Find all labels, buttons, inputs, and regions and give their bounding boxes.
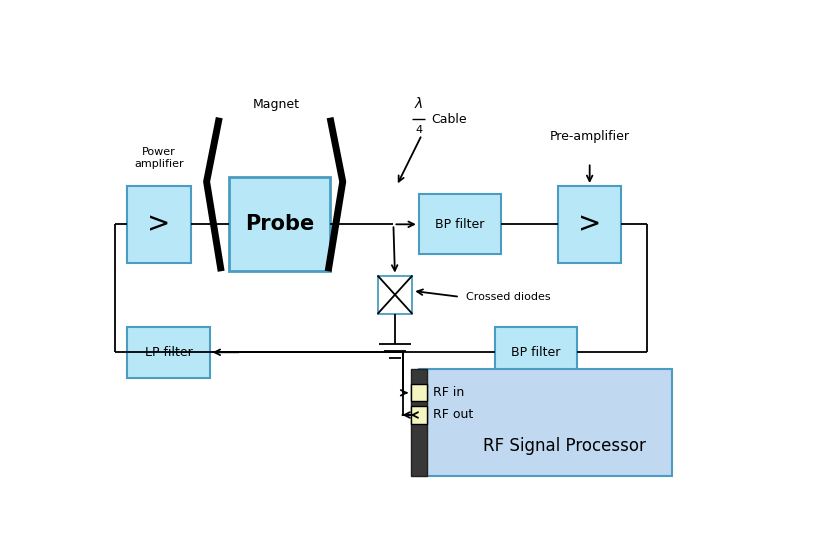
Text: >: > — [147, 211, 171, 238]
Text: RF Signal Processor: RF Signal Processor — [483, 437, 645, 455]
Bar — [127, 186, 190, 263]
Bar — [127, 327, 210, 378]
Bar — [377, 275, 413, 314]
Bar — [411, 370, 427, 476]
Text: RF in: RF in — [433, 386, 465, 399]
Text: Power
amplifier: Power amplifier — [134, 147, 184, 169]
Text: Cable: Cable — [431, 114, 467, 126]
Text: BP filter: BP filter — [435, 218, 484, 231]
Text: RF out: RF out — [433, 408, 474, 422]
Bar — [494, 327, 577, 378]
Bar — [418, 370, 672, 476]
Text: LP filter: LP filter — [145, 346, 193, 359]
Bar — [411, 384, 427, 401]
Bar — [411, 407, 427, 423]
Text: Pre-amplifier: Pre-amplifier — [550, 130, 630, 143]
Text: λ: λ — [414, 98, 423, 111]
Text: >: > — [578, 211, 601, 238]
Bar — [229, 177, 330, 271]
Text: Crossed diodes: Crossed diodes — [467, 292, 551, 302]
Text: BP filter: BP filter — [511, 346, 560, 359]
Text: 4: 4 — [415, 125, 422, 135]
Bar — [418, 194, 501, 254]
Text: Probe: Probe — [245, 214, 314, 234]
Bar — [558, 186, 621, 263]
Text: Magnet: Magnet — [252, 98, 300, 111]
